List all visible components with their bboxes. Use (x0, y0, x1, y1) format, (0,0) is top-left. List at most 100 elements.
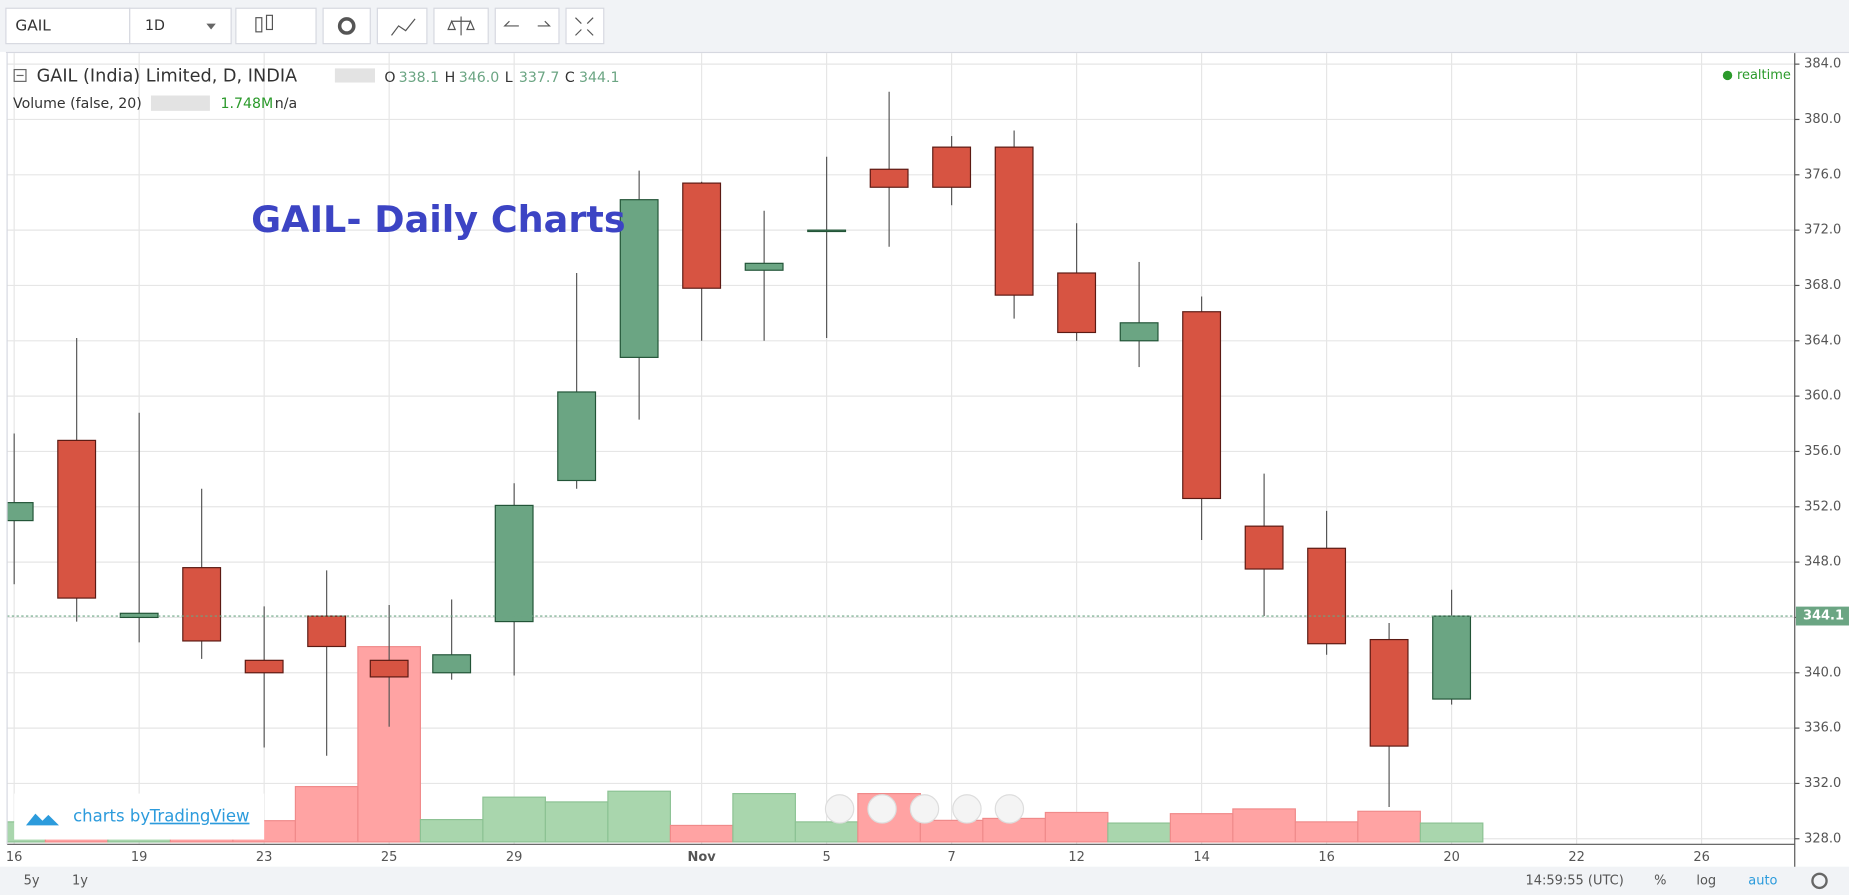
candle-body (994, 146, 1034, 296)
y-tick-label: 380.0 (1804, 112, 1841, 127)
x-tick-label: 16 (1318, 850, 1335, 865)
icon (503, 20, 551, 27)
candle-body (932, 146, 972, 188)
scale-option[interactable]: % (1654, 873, 1666, 888)
legend-icons (334, 68, 376, 83)
realtime-status: realtime (1737, 68, 1791, 83)
y-tick-label: 368.0 (1804, 278, 1841, 293)
x-tick-label: 26 (1693, 850, 1710, 865)
x-tick-label: 12 (1068, 850, 1085, 865)
ohlc-value: 344.1 (579, 70, 619, 86)
volume-bar (294, 785, 359, 843)
range-button[interactable]: 5y (24, 873, 40, 888)
volume-bar (1044, 811, 1109, 843)
nav-button[interactable] (867, 794, 897, 824)
icon (447, 16, 475, 36)
volume-bar (1169, 813, 1234, 843)
chart-title: GAIL- Daily Charts (251, 198, 625, 241)
candle-body (1369, 638, 1409, 747)
icon (391, 18, 416, 36)
x-tick-label: 23 (256, 850, 273, 865)
ohlc-value: 337.7 (519, 70, 559, 86)
x-tick-label: 22 (1568, 850, 1585, 865)
branding-box (14, 793, 265, 840)
range-button[interactable]: 1y (72, 873, 88, 888)
candle-body (619, 199, 659, 358)
ohlc-key: L (505, 70, 513, 86)
nav-button[interactable] (824, 794, 855, 824)
settings-icon[interactable] (1811, 872, 1828, 890)
volume-value: 1.748M (221, 96, 274, 112)
nav-button[interactable] (909, 794, 940, 824)
candle-body (869, 168, 909, 188)
separator (5, 51, 1849, 54)
y-tick-label: 376.0 (1804, 167, 1841, 182)
candle-body (119, 612, 159, 619)
realtime-dot (1722, 70, 1733, 81)
plot (6, 53, 1795, 845)
y-tick-label: 356.0 (1804, 444, 1841, 459)
nav-button[interactable] (952, 794, 982, 824)
y-tick-label: 384.0 (1804, 57, 1841, 72)
volume-ma: n/a (275, 96, 297, 112)
y-tick-label: 328.0 (1804, 831, 1841, 846)
branding-prefix: charts by (73, 807, 150, 826)
volume-bar (919, 819, 984, 843)
settings-button[interactable] (322, 7, 371, 45)
interval-box[interactable] (129, 7, 232, 45)
ohlc-key: C (565, 70, 575, 86)
nav-button[interactable] (994, 794, 1025, 824)
y-tick-label: 360.0 (1804, 389, 1841, 404)
y-tick-label: 352.0 (1804, 499, 1841, 514)
y-tick-label: 372.0 (1804, 223, 1841, 238)
volume-bar (669, 824, 734, 843)
x-tick-label: 7 (947, 850, 955, 865)
volume-bar (794, 821, 859, 843)
x-tick-label: 25 (381, 850, 398, 865)
scale-option[interactable]: auto (1748, 873, 1777, 888)
volume-bar (419, 819, 484, 843)
icon (575, 17, 594, 36)
indicators-button[interactable] (376, 7, 428, 45)
x-tick-label: 20 (1443, 850, 1460, 865)
chart-style-button[interactable] (235, 7, 317, 45)
candle-body (57, 439, 97, 599)
fullscreen-button[interactable] (565, 7, 605, 45)
symbol: GAIL (15, 16, 51, 34)
volume-label: Volume (false, 20) (13, 96, 142, 112)
collapse-icon (13, 68, 27, 82)
icon (337, 17, 356, 35)
last-price-label: 344.1 (1803, 609, 1844, 624)
y-tick-label: 340.0 (1804, 665, 1841, 680)
candle-body (182, 567, 222, 642)
ohlc-value: 346.0 (459, 70, 499, 86)
clock: 14:59:55 (UTC) (1526, 873, 1624, 888)
x-tick-label: 5 (822, 850, 830, 865)
branding-link[interactable]: TradingView (149, 807, 250, 826)
ohlc-value: 338.1 (399, 70, 439, 86)
icon (265, 14, 274, 31)
legend-icons (150, 95, 210, 111)
y-tick-label: 336.0 (1804, 721, 1841, 736)
dropdown-icon (206, 23, 216, 30)
ohlc-key: H (445, 70, 456, 86)
candle-body (1307, 547, 1347, 645)
scale-option[interactable]: log (1696, 873, 1716, 888)
toolbar-icons (255, 14, 594, 36)
last-price-tag (1795, 606, 1849, 626)
candle-body (432, 654, 472, 674)
candle-body (307, 615, 347, 648)
volume-bar (1294, 821, 1359, 843)
x-tick-label: 19 (131, 850, 148, 865)
candle-body (494, 504, 534, 623)
volume-bar (607, 790, 671, 843)
volume-bar (1419, 822, 1484, 843)
x-tick-label: 16 (6, 850, 23, 865)
volume-bar (482, 796, 546, 843)
candle-body (369, 659, 409, 678)
interval: 1D (145, 18, 165, 34)
bottom-bar (0, 866, 1849, 895)
candle-body (6, 502, 34, 522)
